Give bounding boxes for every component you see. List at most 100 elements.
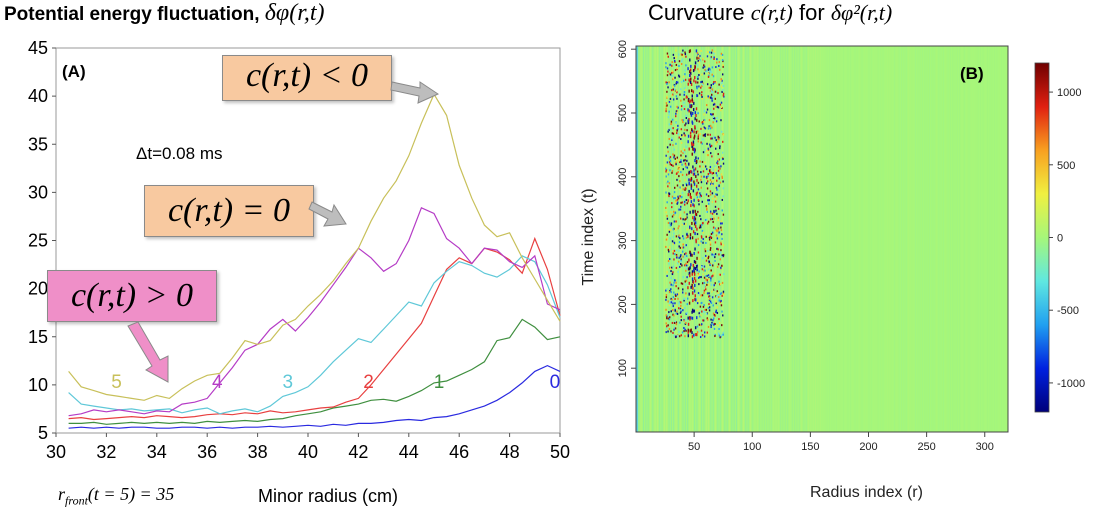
heatmap-cell [665, 170, 667, 173]
heatmap-cell [679, 161, 681, 164]
heatmap-cell [709, 193, 712, 196]
heatmap-cell [688, 78, 690, 82]
heatmap-cell [669, 289, 671, 292]
heatmap-cell [702, 231, 705, 234]
heatmap-cell [696, 159, 698, 163]
heatmap-cell [677, 260, 680, 263]
heatmap-cell [698, 270, 700, 273]
heatmap-cell [709, 190, 712, 193]
heatmap-stripe [812, 46, 814, 432]
heatmap-stripe [845, 46, 847, 432]
heatmap-cell [678, 225, 680, 228]
heatmap-stripe [752, 46, 754, 432]
heatmap-cell [671, 138, 673, 141]
heatmap-cell [696, 325, 699, 328]
heatmap-cell [665, 289, 667, 292]
heatmap-cell [705, 211, 708, 214]
heatmap-cell [683, 211, 686, 214]
heatmap-cell [701, 294, 704, 297]
heatmap-cell [701, 265, 703, 268]
heatmap-cell [722, 180, 724, 183]
heatmap-cell [665, 211, 667, 214]
heatmap-cell [685, 55, 687, 58]
heatmap-cell [706, 279, 708, 282]
heatmap-cell [696, 87, 698, 90]
heatmap-cell [674, 297, 676, 300]
heatmap-cell [721, 233, 723, 236]
heatmap-cell [696, 316, 698, 320]
heatmap-cell [714, 333, 716, 336]
panel-b-title-text: Curvature [648, 0, 745, 25]
heatmap-cell [721, 256, 723, 259]
heatmap-cell [672, 284, 674, 287]
heatmap-cell [704, 285, 707, 288]
heatmap-cell [713, 119, 715, 122]
heatmap-cell [675, 199, 677, 202]
heatmap-cell [701, 301, 703, 304]
heatmap-stripe [649, 46, 651, 432]
heatmap-cell [720, 226, 722, 229]
heatmap-cell [710, 70, 712, 73]
heatmap-stripe [887, 46, 889, 432]
heatmap-cell [697, 330, 700, 333]
heatmap-cell [722, 64, 724, 67]
heatmap-cell [709, 143, 711, 146]
y-tick-label: 35 [28, 134, 48, 154]
heatmap-cell [709, 218, 712, 221]
heatmap-cell [688, 281, 690, 285]
heatmap-cell [686, 276, 688, 279]
heatmap-stripe [933, 46, 935, 432]
heatmap-stripe [705, 46, 707, 432]
heatmap-cell [714, 136, 716, 139]
heatmap-cell [675, 89, 677, 92]
heatmap-stripe [740, 46, 742, 432]
heatmap-cell [673, 191, 676, 194]
heatmap-stripe [949, 46, 951, 432]
heatmap-cell [688, 178, 690, 182]
heatmap-cell [691, 272, 694, 276]
heatmap-cell [705, 308, 708, 311]
heatmap-cell [678, 235, 680, 238]
heatmap-cell [694, 61, 697, 65]
heatmap-cell [721, 198, 723, 201]
x-tick-label: 48 [500, 442, 520, 462]
heatmap-cell [694, 247, 696, 251]
heatmap-cell [682, 55, 684, 58]
heatmap-cell [665, 293, 668, 296]
heatmap-cell [667, 221, 670, 224]
heatmap-cell [686, 202, 688, 205]
heatmap-cell [684, 307, 686, 310]
heatmap-cell [669, 258, 671, 261]
heatmap-cell [703, 134, 706, 137]
heatmap-cell [667, 300, 669, 303]
heatmap-cell [699, 192, 701, 195]
heatmap-cell [717, 227, 720, 230]
heatmap-cell [700, 236, 703, 239]
heatmap-cell [717, 263, 720, 266]
heatmap-cell [685, 262, 687, 265]
heatmap-cell [718, 167, 720, 170]
heatmap-cell [689, 210, 691, 214]
heatmap-cell [699, 336, 702, 339]
heatmap-cell [687, 330, 689, 334]
heatmap-cell [665, 110, 667, 113]
heatmap-cell [718, 273, 721, 276]
heatmap-cell [709, 109, 711, 112]
heatmap-cell [709, 133, 712, 136]
heatmap-cell [679, 237, 681, 240]
series-line-4 [68, 206, 561, 417]
heatmap-cell [716, 237, 719, 240]
arrow-negative [390, 81, 440, 104]
heatmap-cell [676, 132, 678, 135]
heatmap-cell [702, 241, 704, 244]
heatmap-cell [710, 237, 713, 240]
heatmap-cell [687, 134, 690, 138]
heatmap-cell [710, 152, 712, 155]
heatmap-cell [669, 143, 671, 146]
heatmap-cell [677, 270, 679, 273]
heatmap-cell [683, 159, 685, 162]
heatmap-cell [669, 300, 671, 303]
heatmap-cell [669, 281, 671, 284]
heatmap-cell [701, 83, 704, 86]
heatmap-stripe [970, 46, 972, 432]
